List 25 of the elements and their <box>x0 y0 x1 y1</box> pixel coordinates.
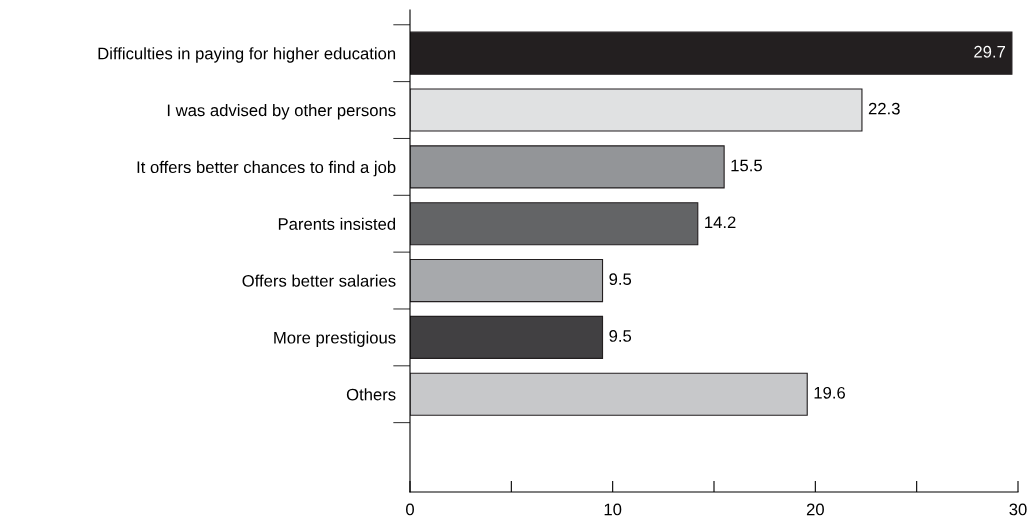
y-tick-label: It offers better chances to find a job <box>137 160 396 177</box>
data-label: 19.6 <box>814 386 846 399</box>
bar <box>410 258 604 303</box>
x-tick-label: 20 <box>806 503 824 516</box>
bar <box>410 88 863 132</box>
x-tick-label: 10 <box>604 503 622 516</box>
y-tick-label: I was advised by other persons <box>167 104 396 120</box>
bar <box>410 315 604 359</box>
bar <box>410 31 1013 75</box>
data-label: 22.3 <box>868 102 900 115</box>
y-tick-label: Offers better salaries <box>242 274 396 287</box>
y-tick-label: Difficulties in paying for higher education <box>98 47 396 63</box>
data-label: 9.5 <box>609 273 632 286</box>
data-label: 9.5 <box>609 330 632 342</box>
bar <box>410 202 699 246</box>
x-tick-label: 0 <box>406 503 414 516</box>
data-label: 29.7 <box>974 45 1006 58</box>
y-tick-label: More prestigious <box>274 331 396 347</box>
y-tick-label: Others <box>346 388 396 401</box>
data-label: 15.5 <box>731 159 762 172</box>
y-tick-label: Parents insisted <box>278 217 396 230</box>
x-tick-label: 30 <box>1009 503 1027 516</box>
bar <box>410 145 725 189</box>
bar <box>410 372 808 416</box>
data-label: 14.2 <box>705 216 736 229</box>
